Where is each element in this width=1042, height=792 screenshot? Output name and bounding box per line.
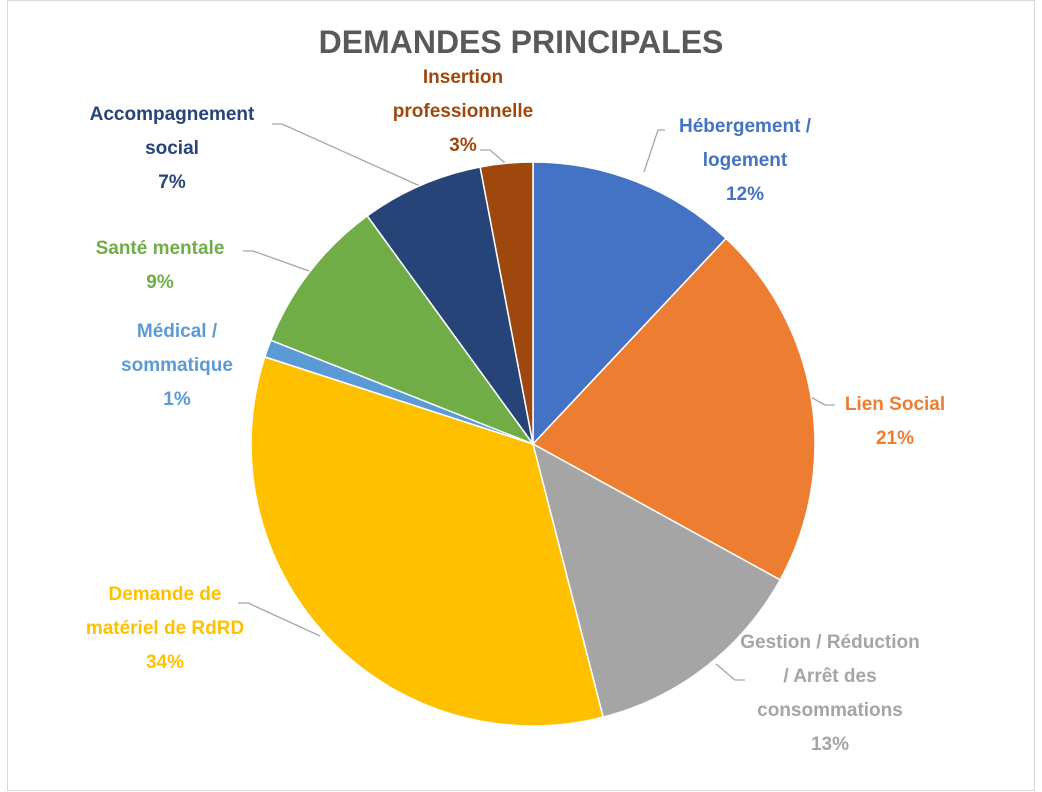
category-label: Hébergement / logement (679, 116, 811, 171)
pie-slice (531, 442, 782, 719)
value-label: 9% (146, 272, 174, 293)
leader-line (238, 602, 321, 637)
data-label: Gestion / Réduction / Arrêt des consomma… (738, 626, 923, 762)
value-label: 21% (875, 428, 915, 449)
data-label: Lien Social 21% (825, 388, 965, 456)
pie-slice (366, 166, 534, 445)
leader-line (643, 129, 665, 173)
data-label: Santé mentale 9% (70, 232, 250, 300)
leader-line (272, 123, 421, 187)
category-label: Lien Social (844, 394, 946, 415)
pie-slice (479, 161, 534, 445)
category-label: Gestion / Réduction / Arrêt des consomma… (740, 632, 920, 721)
chart-frame (7, 0, 1035, 791)
category-label: Accompagnement social (89, 104, 255, 159)
value-label: 3% (449, 135, 477, 156)
value-label: 7% (158, 172, 186, 193)
value-label: 1% (163, 389, 191, 410)
data-label: Accompagnement social 7% (67, 98, 277, 200)
category-label: Santé mentale (95, 238, 225, 259)
category-label: Médical / sommatique (121, 321, 233, 376)
pie-slice (269, 214, 536, 446)
category-label: Insertion professionnelle (392, 67, 534, 122)
data-label: Insertion professionnelle 3% (363, 61, 563, 163)
data-label: Hébergement / logement 12% (665, 110, 825, 212)
pie-slice (532, 161, 728, 446)
pie-slice (250, 355, 605, 727)
pie-slice (531, 237, 816, 581)
value-label: 12% (725, 184, 765, 205)
leader-line (243, 250, 313, 273)
value-label: 13% (810, 734, 850, 755)
data-label: Médical / sommatique 1% (107, 315, 247, 417)
leader-line (480, 149, 506, 164)
leader-line (715, 663, 745, 681)
category-label: Demande de matériel de RdRD (85, 584, 245, 639)
data-label: Demande de matériel de RdRD 34% (85, 578, 245, 680)
chart-title: DEMANDES PRINCIPALES (318, 24, 724, 60)
value-label: 34% (145, 652, 185, 673)
